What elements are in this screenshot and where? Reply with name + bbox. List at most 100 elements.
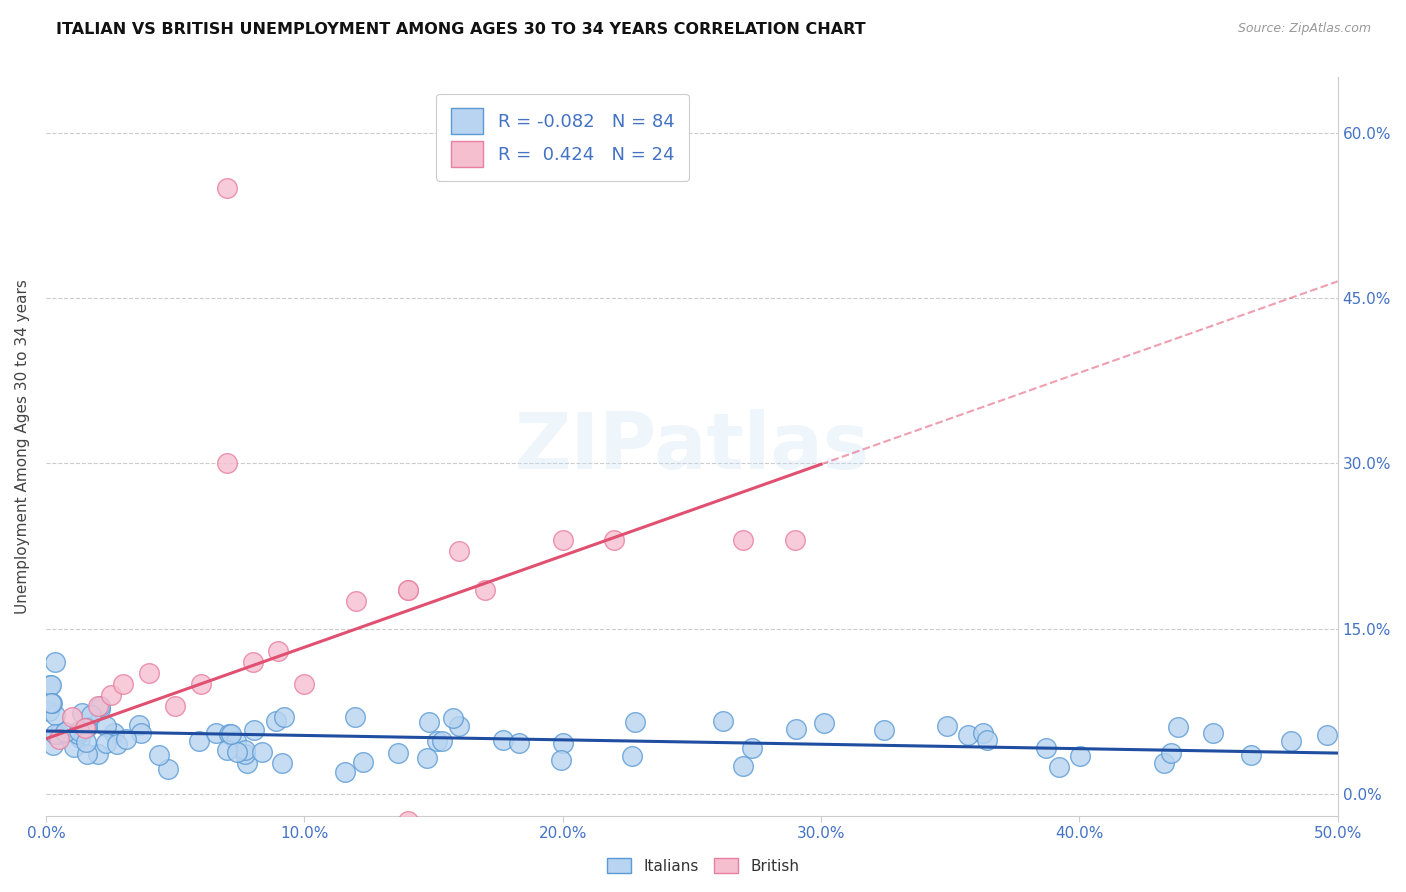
Point	[396, 814, 419, 829]
Point	[94, 736, 117, 750]
Point	[38, 704, 60, 718]
Point	[112, 676, 135, 690]
Point	[972, 726, 994, 740]
Point	[204, 726, 226, 740]
Point	[1202, 725, 1225, 739]
Point	[1167, 720, 1189, 734]
Point	[273, 710, 295, 724]
Point	[335, 764, 357, 779]
Point	[187, 734, 209, 748]
Point	[813, 715, 835, 730]
Point	[156, 763, 179, 777]
Point	[75, 735, 97, 749]
Point	[94, 719, 117, 733]
Point	[1069, 749, 1091, 764]
Point	[250, 745, 273, 759]
Point	[935, 718, 957, 732]
Point	[418, 714, 440, 729]
Point	[44, 727, 66, 741]
Point	[41, 678, 63, 692]
Point	[1160, 746, 1182, 760]
Point	[75, 721, 97, 735]
Point	[62, 739, 84, 754]
Text: Source: ZipAtlas.com: Source: ZipAtlas.com	[1237, 22, 1371, 36]
Point	[148, 747, 170, 762]
Legend: Italians, British: Italians, British	[600, 852, 806, 880]
Point	[115, 732, 138, 747]
Point	[264, 714, 287, 728]
Point	[270, 756, 292, 771]
Point	[42, 738, 65, 752]
Point	[69, 731, 91, 745]
Point	[731, 758, 754, 772]
Point	[100, 688, 122, 702]
Point	[1240, 747, 1263, 762]
Legend: R = -0.082   N = 84, R =  0.424   N = 24: R = -0.082 N = 84, R = 0.424 N = 24	[436, 94, 689, 181]
Point	[235, 743, 257, 757]
Point	[87, 747, 110, 762]
Point	[603, 533, 626, 548]
Text: ZIPatlas: ZIPatlas	[515, 409, 869, 484]
Text: ITALIAN VS BRITISH UNEMPLOYMENT AMONG AGES 30 TO 34 YEARS CORRELATION CHART: ITALIAN VS BRITISH UNEMPLOYMENT AMONG AG…	[56, 22, 866, 37]
Point	[233, 747, 256, 762]
Point	[72, 706, 94, 720]
Point	[447, 719, 470, 733]
Point	[48, 727, 70, 741]
Point	[80, 708, 103, 723]
Point	[44, 655, 66, 669]
Point	[733, 533, 755, 548]
Point	[416, 750, 439, 764]
Point	[225, 745, 247, 759]
Point	[67, 723, 90, 738]
Point	[44, 707, 66, 722]
Point	[449, 544, 471, 558]
Point	[219, 727, 242, 741]
Point	[218, 727, 240, 741]
Point	[344, 594, 367, 608]
Point	[76, 747, 98, 761]
Point	[1153, 756, 1175, 770]
Point	[53, 725, 76, 739]
Point	[492, 733, 515, 747]
Point	[66, 727, 89, 741]
Point	[73, 721, 96, 735]
Point	[976, 732, 998, 747]
Point	[39, 696, 62, 710]
Point	[741, 740, 763, 755]
Point	[551, 736, 574, 750]
Point	[103, 726, 125, 740]
Point	[344, 710, 367, 724]
Point	[76, 720, 98, 734]
Point	[128, 718, 150, 732]
Point	[48, 731, 70, 746]
Point	[551, 533, 574, 548]
Y-axis label: Unemployment Among Ages 30 to 34 years: Unemployment Among Ages 30 to 34 years	[15, 279, 30, 614]
Point	[396, 582, 419, 597]
Point	[242, 655, 264, 669]
Point	[235, 756, 257, 770]
Point	[215, 456, 238, 470]
Point	[292, 676, 315, 690]
Point	[86, 698, 108, 713]
Point	[138, 665, 160, 680]
Point	[267, 643, 290, 657]
Point	[785, 533, 807, 548]
Point	[872, 723, 894, 737]
Point	[1047, 760, 1070, 774]
Point	[785, 722, 807, 736]
Point	[60, 709, 83, 723]
Point	[1035, 740, 1057, 755]
Point	[89, 699, 111, 714]
Point	[215, 743, 238, 757]
Point	[225, 734, 247, 748]
Point	[165, 698, 187, 713]
Point	[550, 753, 572, 767]
Point	[105, 737, 128, 751]
Point	[38, 678, 60, 692]
Point	[129, 726, 152, 740]
Point	[1279, 733, 1302, 747]
Point	[215, 180, 238, 194]
Point	[441, 710, 464, 724]
Point	[89, 702, 111, 716]
Point	[1316, 728, 1339, 742]
